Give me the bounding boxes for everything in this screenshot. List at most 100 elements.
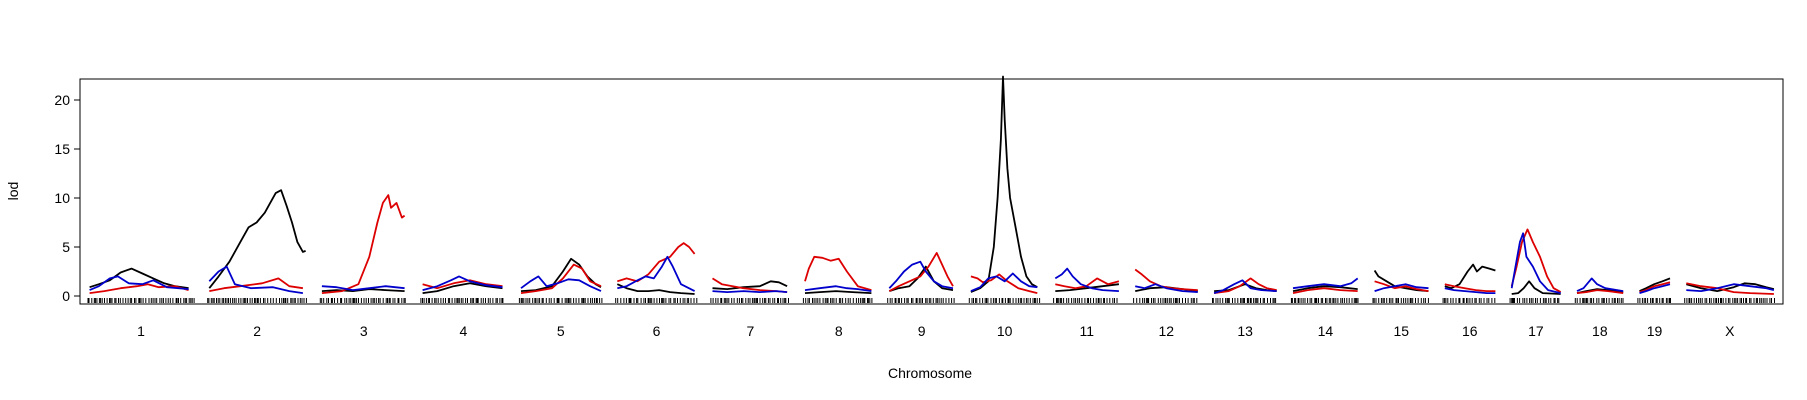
lod-curve-blue bbox=[321, 285, 405, 291]
lod-curve-black bbox=[804, 290, 872, 294]
chromosome-label: 18 bbox=[1592, 323, 1608, 339]
lod-curve-blue bbox=[208, 265, 304, 294]
lod-curve-blue bbox=[888, 260, 954, 290]
chromosome-label: 15 bbox=[1393, 323, 1409, 339]
lod-curve-red bbox=[1686, 282, 1774, 295]
chromosome-markers bbox=[420, 298, 504, 303]
lod-curve-red bbox=[617, 242, 696, 283]
lod-curve-blue bbox=[89, 275, 189, 291]
chromosome-markers bbox=[968, 298, 1041, 303]
lod-curve-black bbox=[889, 265, 954, 292]
x-axis: 1 2 3 4 5 6 7 8 9 10 11 12 13 14 15 16 17 18 19 X bbox=[137, 323, 1735, 339]
lod-curve-black bbox=[616, 283, 695, 295]
lod-curve-red bbox=[1639, 281, 1671, 293]
lod-curve-blue bbox=[422, 275, 503, 291]
lod-curve-blue bbox=[1374, 283, 1429, 292]
lod-curve-blue bbox=[1135, 283, 1198, 293]
lod-curve-black bbox=[321, 288, 405, 292]
chromosome-markers bbox=[1290, 298, 1359, 303]
chromosome-label: 13 bbox=[1237, 323, 1253, 339]
chromosome-markers bbox=[1637, 298, 1671, 303]
lod-curve-red bbox=[1444, 283, 1496, 292]
lod-curve-black bbox=[1055, 283, 1120, 292]
lod-curve-black bbox=[1444, 263, 1496, 290]
chromosome-markers bbox=[710, 298, 789, 303]
y-tick-label: 10 bbox=[54, 190, 70, 206]
lod-curve-blue bbox=[970, 272, 1038, 292]
chromosome-label: 5 bbox=[557, 323, 565, 339]
lod-curve-blue bbox=[1576, 277, 1624, 292]
chromosome-label: 17 bbox=[1528, 323, 1544, 339]
lod-curve-blue bbox=[1213, 279, 1277, 294]
y-tick-label: 0 bbox=[62, 288, 70, 304]
chromosome-label: 19 bbox=[1647, 323, 1663, 339]
lod-curve-blue bbox=[712, 290, 788, 293]
lod-curve-black bbox=[422, 282, 503, 294]
lod-curve-red bbox=[1213, 277, 1277, 294]
chromosome-label: 8 bbox=[835, 323, 843, 339]
lod-curve-blue bbox=[1292, 277, 1359, 290]
lod-curve-red bbox=[209, 277, 304, 292]
lod-curve-black bbox=[208, 189, 306, 289]
chromosome-label: X bbox=[1725, 323, 1735, 339]
x-axis-title: Chromosome bbox=[888, 365, 972, 381]
lod-curve-red bbox=[520, 263, 602, 294]
lod-curve-red bbox=[888, 252, 954, 292]
chromosome-markers bbox=[1053, 298, 1118, 303]
chromosome-markers bbox=[1133, 298, 1198, 303]
lod-curve-blue bbox=[520, 275, 602, 292]
chromosome-markers bbox=[1372, 298, 1429, 303]
chromosome-label: 2 bbox=[253, 323, 261, 339]
lod-curve-blue bbox=[617, 255, 696, 292]
lod-curve-blue bbox=[1510, 232, 1561, 294]
lod-curve-blue bbox=[1444, 287, 1496, 294]
chromosome-markers bbox=[1574, 298, 1624, 303]
chromosome-label: 6 bbox=[653, 323, 661, 339]
lod-curve-red bbox=[1374, 280, 1429, 292]
chromosome-label: 9 bbox=[918, 323, 926, 339]
chromosome-label: 10 bbox=[997, 323, 1013, 339]
y-axis: 0 5 10 15 20 bbox=[54, 92, 80, 304]
chromosome-label: 1 bbox=[137, 323, 145, 339]
chromosome-markers bbox=[207, 298, 307, 303]
y-axis-title: lod bbox=[5, 182, 21, 201]
lod-curve-red bbox=[321, 194, 406, 294]
lod-curve-red bbox=[1510, 228, 1562, 293]
chromosome-label: 11 bbox=[1080, 323, 1095, 339]
lod-curve-black bbox=[970, 75, 1038, 293]
chromosome-markers bbox=[615, 298, 698, 303]
chromosome-label: 3 bbox=[360, 323, 368, 339]
lod-curve-black bbox=[1639, 277, 1671, 292]
lod-curve-red bbox=[712, 277, 788, 293]
lod-curve-black bbox=[1511, 280, 1561, 295]
y-tick-label: 15 bbox=[54, 141, 70, 157]
lod-curve-blue bbox=[1054, 267, 1119, 292]
chromosome-markers bbox=[319, 298, 406, 303]
chromosome-markers bbox=[1684, 298, 1775, 303]
lod-curve-red bbox=[1576, 289, 1624, 294]
chromosome-label: 4 bbox=[459, 323, 467, 339]
chromosome-markers bbox=[87, 298, 195, 303]
chromosome-markers bbox=[1212, 298, 1277, 303]
lod-curve-black bbox=[1292, 285, 1358, 292]
lod-curve-red bbox=[1292, 287, 1358, 294]
chromosome-markers bbox=[1442, 298, 1496, 303]
lod-curve-blue bbox=[1639, 283, 1671, 294]
chromosome-label: 7 bbox=[746, 323, 754, 339]
lod-curves bbox=[89, 75, 1775, 295]
lod-curve-red bbox=[89, 283, 189, 294]
chromosome-markers bbox=[1509, 298, 1560, 303]
chromosome-label: 12 bbox=[1158, 323, 1174, 339]
lod-curve-red bbox=[970, 273, 1038, 294]
lod-curve-red bbox=[1134, 268, 1198, 291]
chromosome-markers bbox=[802, 298, 873, 303]
y-tick-label: 5 bbox=[62, 239, 70, 255]
lod-curve-black bbox=[712, 280, 788, 290]
y-tick-label: 20 bbox=[54, 92, 70, 108]
lod-curve-blue bbox=[1686, 283, 1775, 292]
lod-curve-red bbox=[804, 255, 872, 291]
plot-frame bbox=[79, 78, 1784, 305]
chromosome-label: 14 bbox=[1318, 323, 1334, 339]
chromosome-markers bbox=[887, 298, 955, 303]
